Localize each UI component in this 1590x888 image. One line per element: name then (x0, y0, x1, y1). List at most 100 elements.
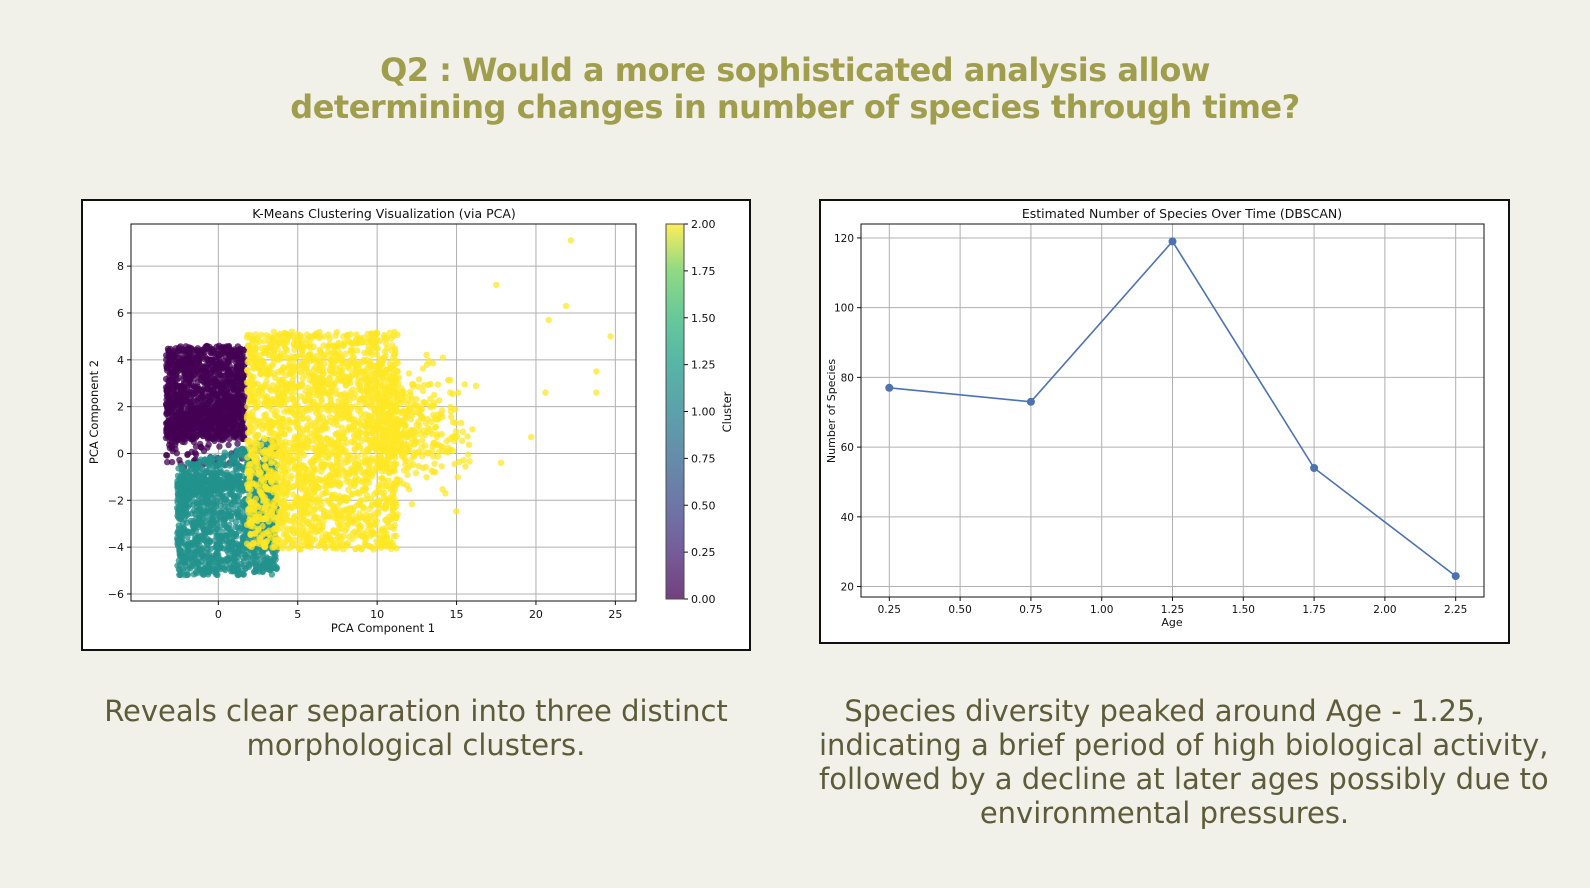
cluster-2-point (244, 403, 251, 410)
cluster-0-point (176, 456, 183, 464)
cluster-0-points (162, 342, 249, 471)
cluster-2-point (306, 333, 313, 340)
cluster-0-point (190, 397, 197, 404)
cluster-2-point (245, 481, 252, 488)
cluster-1-point (183, 469, 190, 477)
cluster-0-point (190, 365, 197, 373)
cluster-2-point (322, 403, 329, 410)
cluster-2-point (264, 372, 271, 379)
cluster-1-point (202, 497, 210, 505)
cluster-2-point (288, 543, 296, 551)
cluster-1-point (218, 534, 225, 541)
kmeans-chart-panel: K-Means Clustering Visualization (via PC… (81, 199, 751, 651)
cluster-0-point (200, 366, 207, 374)
cluster-2-point (322, 490, 329, 497)
slide-title: Q2 : Would a more sophisticated analysis… (0, 52, 1590, 126)
cluster-1-point (195, 484, 202, 491)
cluster-2-point (360, 487, 367, 494)
cluster-2-point (287, 526, 294, 534)
cluster-2-point (357, 386, 365, 394)
cluster-2-point (313, 475, 321, 482)
cluster-2-point (348, 491, 355, 498)
cluster-2-point (355, 396, 363, 403)
cluster-2-point (319, 377, 326, 384)
cluster-1-point (174, 496, 181, 504)
cluster-2-point (250, 523, 257, 530)
cluster-2-point (355, 443, 362, 450)
cluster-2-point (362, 541, 370, 549)
cluster-0-point (199, 386, 206, 394)
cluster-2-point (267, 436, 275, 444)
cluster-2-point (249, 385, 256, 392)
cluster-2-point (309, 400, 317, 407)
cluster-1-point (196, 464, 203, 471)
cluster-2-point (335, 397, 342, 404)
cluster-2-point (366, 479, 373, 486)
cluster-1-point (193, 470, 200, 477)
cluster-1-point (182, 542, 190, 550)
cluster-1-point (230, 540, 238, 547)
cluster-2-point (315, 445, 322, 452)
cluster-0-point (177, 402, 184, 410)
cluster-2-point (294, 473, 301, 481)
cluster-2-point (367, 530, 375, 537)
cluster-1-point (213, 551, 220, 558)
cluster-2-point (261, 515, 269, 523)
cluster-2-point (267, 399, 274, 406)
cluster-2-point (346, 451, 353, 459)
cluster-2-point (382, 352, 389, 359)
cluster-2-point (348, 465, 355, 472)
cluster-2-point (293, 396, 300, 403)
cluster-2-point (366, 505, 373, 513)
cluster-1-point (260, 549, 267, 556)
cluster-1-point (199, 473, 206, 480)
cluster-2-point (327, 351, 334, 358)
cluster-2-point (379, 527, 386, 534)
cluster-0-point (219, 437, 226, 444)
cluster-1-point (188, 485, 196, 492)
cluster-2-point (307, 423, 315, 430)
cluster-2-point (326, 335, 333, 342)
cluster-0-point (219, 416, 226, 423)
cluster-0-point (168, 458, 176, 466)
cluster-1-point (175, 530, 183, 537)
cluster-1-point (232, 531, 239, 538)
cluster-2-point (355, 427, 363, 435)
cluster-2-point (347, 347, 354, 354)
cluster-2-point (314, 367, 322, 375)
cluster-2-point (350, 480, 358, 488)
cluster-2-point (250, 447, 258, 454)
cluster-2-point (345, 486, 352, 494)
cluster-2-point (267, 534, 274, 541)
cluster-2-point (266, 333, 273, 340)
cluster-2-point (247, 499, 254, 506)
cluster-1-point (223, 547, 231, 554)
cluster-2-point (260, 456, 268, 463)
cluster-2-point (247, 486, 254, 493)
cluster-2-point (313, 330, 320, 337)
cluster-2-point (384, 498, 391, 505)
cluster-2-point (342, 527, 349, 534)
cluster-0-point (206, 393, 213, 400)
cluster-1-point (228, 512, 235, 520)
cluster-1-point (240, 516, 247, 524)
cluster-0-point (170, 381, 177, 389)
cluster-0-point (230, 395, 237, 402)
cluster-2-point (284, 536, 292, 543)
cluster-2-point (299, 415, 306, 422)
cluster-2-point (246, 492, 253, 499)
cluster-2-point (281, 500, 288, 508)
cluster-0-point (167, 376, 175, 383)
cluster-0-point (164, 458, 171, 466)
cluster-1-point (184, 571, 192, 578)
cluster-1-point (204, 486, 211, 493)
cluster-2-point (283, 338, 291, 346)
cluster-2-point (279, 415, 287, 423)
cluster-0-point (207, 356, 214, 363)
cluster-2-point (296, 441, 303, 449)
cluster-2-point (302, 466, 309, 473)
cluster-1-point (213, 541, 220, 549)
cluster-2-point (304, 434, 311, 441)
cluster-2-point (305, 474, 313, 481)
cluster-2-point (314, 380, 321, 387)
